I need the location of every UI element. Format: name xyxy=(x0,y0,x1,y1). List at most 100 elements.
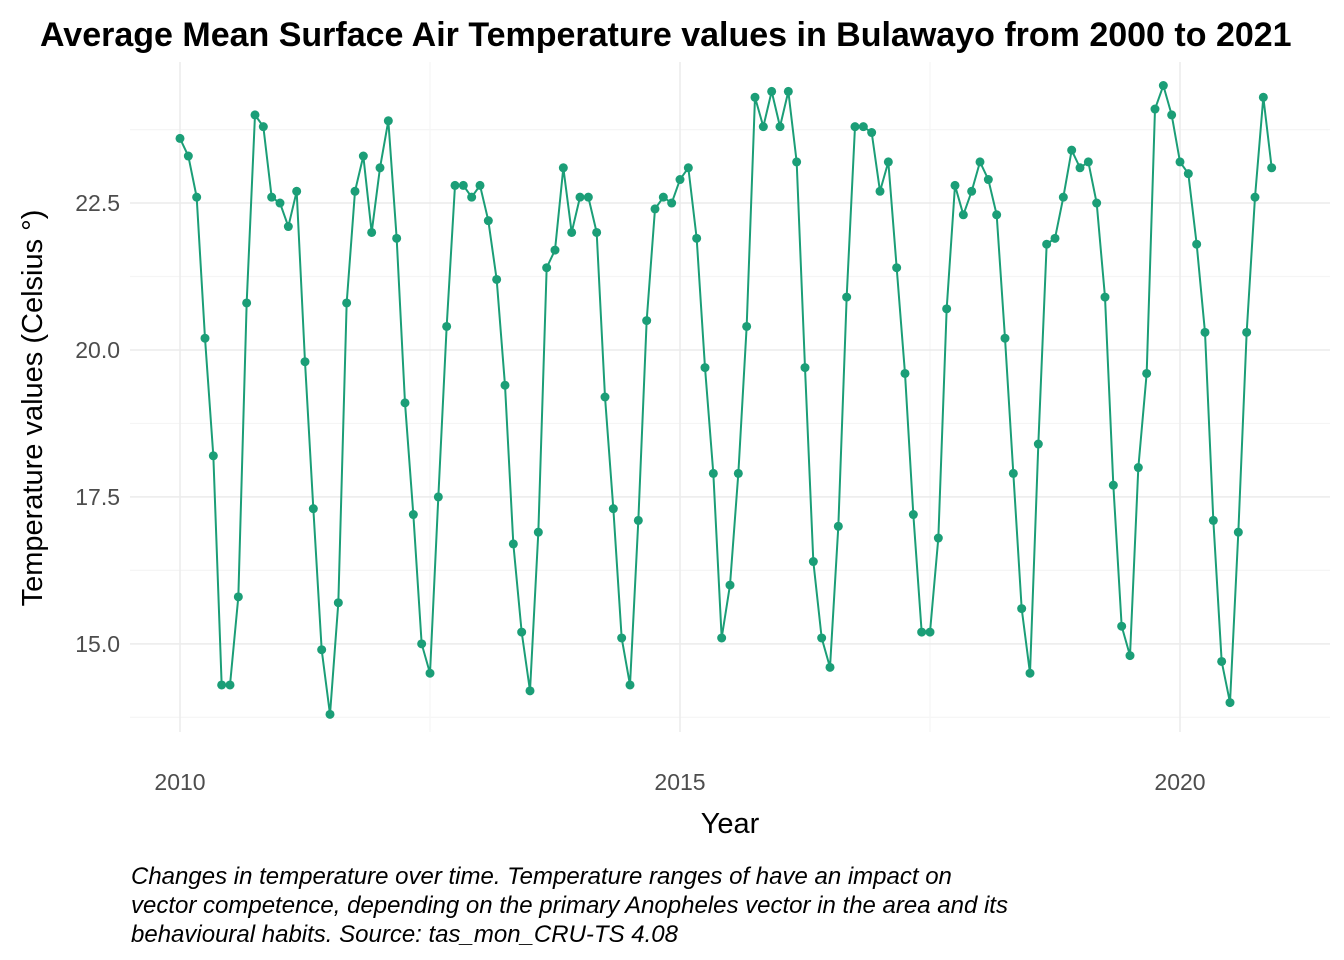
data-point xyxy=(667,198,677,208)
data-point xyxy=(592,227,602,237)
data-point xyxy=(1100,292,1110,302)
data-point xyxy=(783,86,793,96)
data-point xyxy=(492,274,502,284)
data-point xyxy=(975,157,985,167)
data-point xyxy=(1067,145,1077,155)
data-point xyxy=(225,680,235,690)
data-point xyxy=(575,192,585,202)
data-point xyxy=(767,86,777,96)
data-point xyxy=(500,380,510,390)
data-point xyxy=(833,521,843,531)
data-point xyxy=(1225,698,1235,708)
x-axis-label: Year xyxy=(701,808,760,840)
data-point xyxy=(300,357,310,367)
data-point xyxy=(467,192,477,202)
series-line xyxy=(179,82,1273,715)
data-point xyxy=(958,210,968,220)
data-point xyxy=(617,633,627,643)
data-point xyxy=(867,128,877,138)
data-point xyxy=(1258,92,1268,102)
data-point xyxy=(275,198,285,208)
data-point xyxy=(883,157,893,167)
data-point xyxy=(708,468,718,478)
y-tick-label: 15.0 xyxy=(75,631,120,657)
caption-line-3: behavioural habits. Source: tas_mon_CRU-… xyxy=(131,921,678,948)
data-point xyxy=(1117,621,1127,631)
figure-caption: Changes in temperature over time. Temper… xyxy=(131,862,1231,949)
data-point xyxy=(325,709,335,719)
data-point xyxy=(875,186,885,196)
data-point xyxy=(1108,480,1118,490)
data-point xyxy=(1033,439,1043,449)
data-point xyxy=(950,180,960,190)
data-point xyxy=(1183,169,1193,179)
data-point xyxy=(425,668,435,678)
data-point xyxy=(250,110,260,120)
data-point xyxy=(1075,163,1085,173)
data-point xyxy=(1250,192,1260,202)
data-point xyxy=(558,163,568,173)
data-point xyxy=(192,192,202,202)
grid xyxy=(130,62,1330,732)
data-point xyxy=(1208,515,1218,525)
data-point xyxy=(1042,239,1052,249)
tick-labels: 2010 2015 2020 15.0 17.5 20.0 22.5 xyxy=(75,190,1205,795)
data-point xyxy=(517,627,527,637)
data-point xyxy=(1058,192,1068,202)
data-point xyxy=(1233,527,1243,537)
data-point xyxy=(483,216,493,226)
data-point xyxy=(683,163,693,173)
caption-line-2: vector competence, depending on the prim… xyxy=(131,892,1008,919)
data-point xyxy=(942,304,952,314)
data-point xyxy=(333,598,343,608)
data-point xyxy=(567,227,577,237)
data-point xyxy=(400,398,410,408)
data-point xyxy=(525,686,535,696)
chart-title: Average Mean Surface Air Temperature val… xyxy=(40,16,1292,54)
data-point xyxy=(700,363,710,373)
data-point xyxy=(1167,110,1177,120)
data-point xyxy=(642,316,652,326)
x-tick-label: 2010 xyxy=(154,769,205,795)
data-point xyxy=(342,298,352,308)
data-point xyxy=(1142,368,1152,378)
data-point xyxy=(1017,604,1027,614)
data-point xyxy=(600,392,610,402)
data-point xyxy=(1025,668,1035,678)
data-point xyxy=(842,292,852,302)
data-point xyxy=(900,368,910,378)
data-point xyxy=(925,627,935,637)
data-point xyxy=(508,539,518,549)
data-point xyxy=(292,186,302,196)
data-point xyxy=(1200,327,1210,337)
data-point xyxy=(367,227,377,237)
data-point xyxy=(858,122,868,132)
data-point xyxy=(350,186,360,196)
data-point xyxy=(175,133,185,143)
data-point xyxy=(1050,233,1060,243)
data-point xyxy=(475,180,485,190)
data-point xyxy=(775,122,785,132)
data-point xyxy=(533,527,543,537)
data-point xyxy=(675,175,685,185)
data-point xyxy=(1133,463,1143,473)
data-point xyxy=(283,222,293,232)
data-point xyxy=(717,633,727,643)
data-point xyxy=(550,245,560,255)
data-point xyxy=(1083,157,1093,167)
data-point xyxy=(1242,327,1252,337)
data-point xyxy=(1125,651,1135,661)
data-point xyxy=(933,533,943,543)
y-axis-label: Temperature values (Celsius °) xyxy=(17,210,49,607)
data-point xyxy=(825,662,835,672)
data-point xyxy=(808,557,818,567)
data-point xyxy=(917,627,927,637)
data-point xyxy=(983,175,993,185)
data-point xyxy=(183,151,193,161)
data-point xyxy=(1158,81,1168,91)
data-point xyxy=(633,515,643,525)
data-point xyxy=(1000,333,1010,343)
data-point xyxy=(317,645,327,655)
data-point xyxy=(408,510,418,520)
